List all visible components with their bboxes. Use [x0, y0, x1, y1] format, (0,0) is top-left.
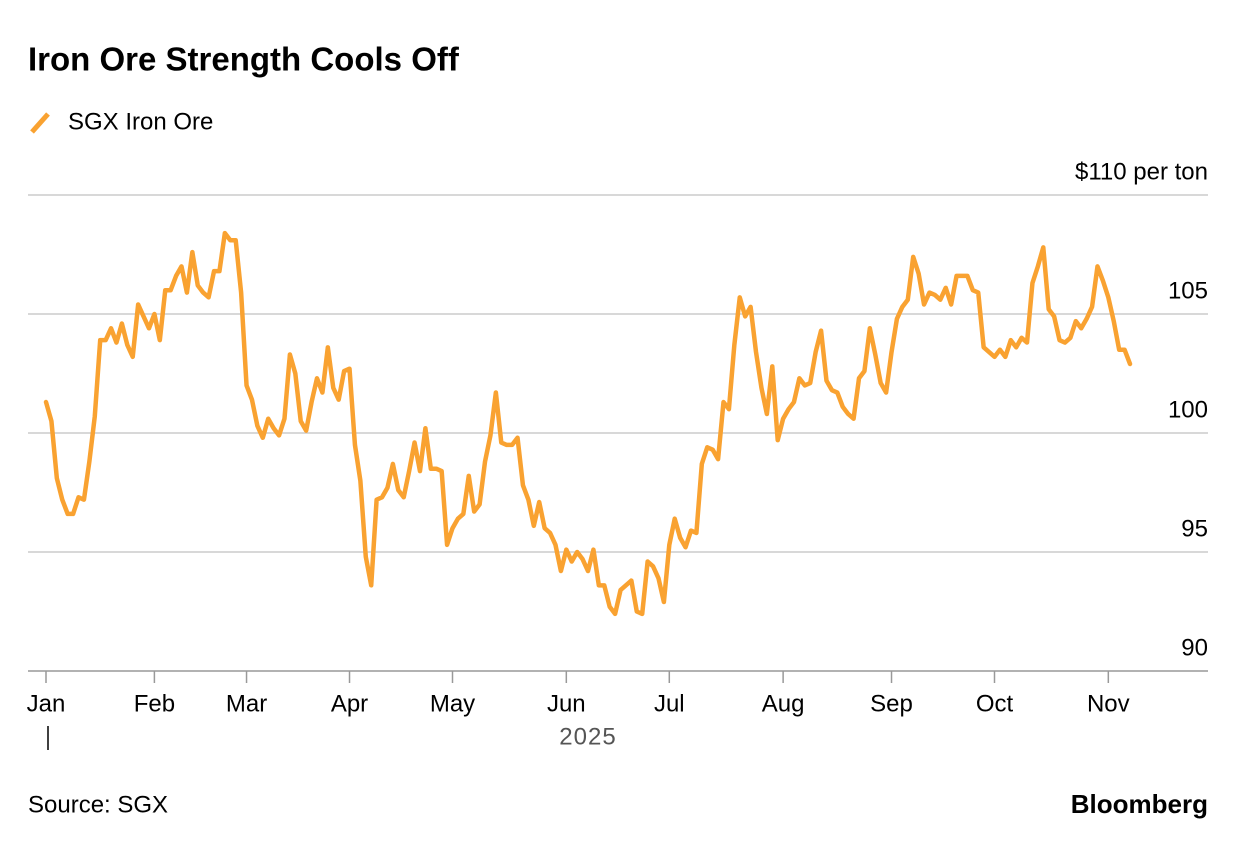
series-line: [43, 230, 1133, 617]
y-tick-label: 90: [1181, 634, 1208, 661]
x-tick-label: Mar: [226, 690, 267, 717]
x-tick-label: Feb: [134, 690, 175, 717]
y-tick-label: 100: [1168, 396, 1208, 423]
y-tick-label: 95: [1181, 515, 1208, 542]
x-tick-label: Jul: [654, 690, 685, 717]
y-tick-label: $110 per ton: [1075, 158, 1208, 185]
brand: Bloomberg: [1071, 789, 1208, 819]
x-tick-label: Jan: [27, 690, 66, 717]
x-tick-label: May: [430, 690, 475, 717]
x-tick-label: Aug: [762, 690, 805, 717]
x-axis-label: 2025: [559, 723, 616, 750]
legend-swatch: [30, 112, 50, 134]
x-tick-label: Sep: [870, 690, 913, 717]
x-tick-label: Jun: [547, 690, 586, 717]
legend-label: SGX Iron Ore: [68, 108, 213, 135]
x-tick-label: Oct: [976, 690, 1014, 717]
y-tick-label: 105: [1168, 277, 1208, 304]
source: Source: SGX: [28, 791, 168, 818]
x-tick-label: Nov: [1087, 690, 1130, 717]
x-tick-label: Apr: [331, 690, 368, 717]
chart-title: Iron Ore Strength Cools Off: [28, 41, 460, 78]
